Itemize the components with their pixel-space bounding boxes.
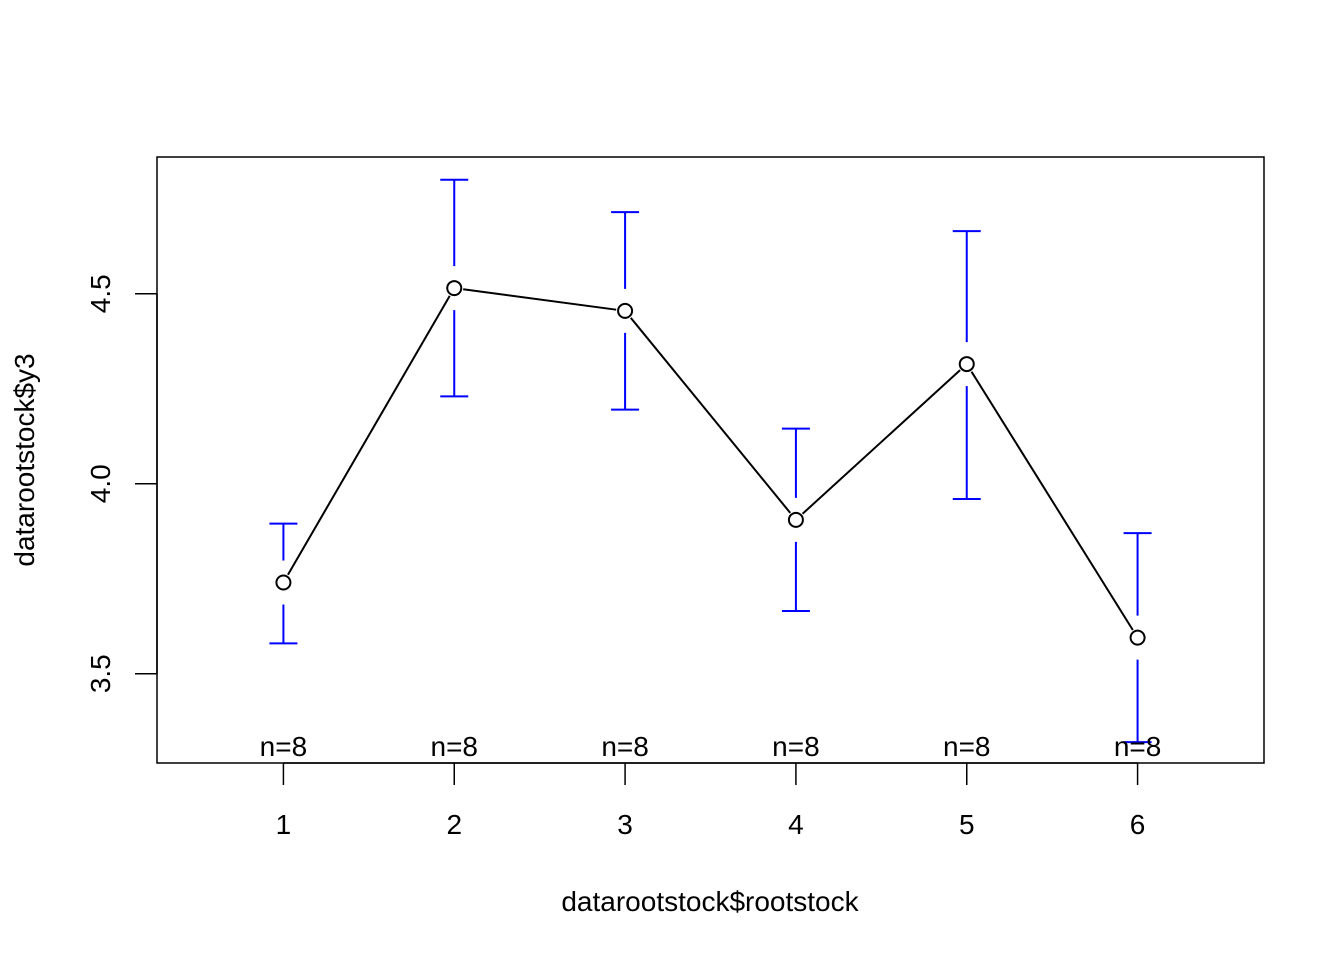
x-tick-label: 3 — [617, 809, 633, 840]
line-segment — [801, 369, 961, 515]
mean-points — [275, 280, 1146, 646]
line-segment — [463, 288, 617, 311]
x-tick-label: 6 — [1130, 809, 1146, 840]
n-label: n=8 — [772, 731, 820, 762]
errorbar — [1123, 532, 1152, 744]
y-axis: 3.5 4.0 4.5 — [85, 274, 158, 693]
errorbar — [611, 211, 640, 411]
n-labels: n=8 n=8 n=8 n=8 n=8 n=8 — [260, 731, 1162, 762]
x-tick-label: 4 — [788, 809, 804, 840]
data-point — [1129, 629, 1146, 646]
data-point — [958, 356, 975, 373]
errorbars — [269, 178, 1152, 744]
n-label: n=8 — [1114, 731, 1162, 762]
n-label: n=8 — [260, 731, 308, 762]
n-label: n=8 — [601, 731, 649, 762]
errorbar — [269, 522, 298, 645]
data-point — [617, 302, 634, 319]
y-tick-label: 3.5 — [85, 654, 116, 693]
line-segment — [630, 317, 791, 514]
x-tick-label: 5 — [959, 809, 975, 840]
errorbar — [952, 230, 981, 500]
x-axis-title: datarootstock$rootstock — [561, 886, 859, 917]
line-segment — [970, 371, 1134, 631]
errorbar — [781, 427, 810, 613]
x-tick-label: 2 — [446, 809, 462, 840]
data-point — [275, 574, 292, 591]
line-segment — [287, 295, 451, 576]
y-tick-label: 4.5 — [85, 274, 116, 313]
x-axis: 1 2 3 4 5 6 — [276, 762, 1146, 840]
y-tick-label: 4.0 — [85, 464, 116, 503]
y-axis-title: datarootstock$y3 — [9, 353, 40, 566]
data-point — [446, 280, 463, 297]
n-label: n=8 — [943, 731, 991, 762]
errorbar — [440, 178, 469, 398]
x-tick-label: 1 — [276, 809, 292, 840]
n-label: n=8 — [431, 731, 479, 762]
mean-line — [287, 288, 1134, 631]
plot-frame — [156, 156, 1265, 764]
data-point — [787, 511, 804, 528]
